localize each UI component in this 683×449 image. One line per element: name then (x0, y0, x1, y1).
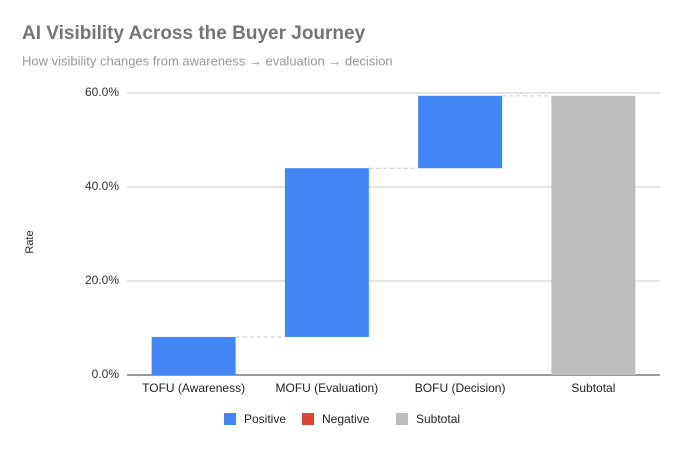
bar (151, 336, 236, 375)
y-tick-label: 60.0% (85, 85, 119, 99)
x-tick-label: BOFU (Decision) (415, 381, 506, 395)
legend-swatch (396, 413, 408, 425)
x-tick-label: TOFU (Awareness) (142, 381, 245, 395)
y-tick-label: 20.0% (85, 273, 119, 287)
legend-label: Subtotal (416, 412, 460, 426)
y-tick-label: 40.0% (85, 179, 119, 193)
legend-swatch (302, 413, 314, 425)
bar (551, 95, 636, 375)
chart-title: AI Visibility Across the Buyer Journey (22, 23, 366, 44)
chart-subtitle: How visibility changes from awareness → … (22, 53, 393, 68)
x-tick-label: Subtotal (571, 381, 615, 395)
bar (284, 168, 369, 337)
y-axis-label: Rate (24, 230, 36, 253)
bar (418, 95, 503, 169)
legend-label: Positive (244, 412, 286, 426)
legend-swatch (224, 413, 236, 425)
legend-label: Negative (322, 412, 370, 426)
x-tick-label: MOFU (Evaluation) (276, 381, 379, 395)
y-tick-label: 0.0% (92, 367, 120, 381)
